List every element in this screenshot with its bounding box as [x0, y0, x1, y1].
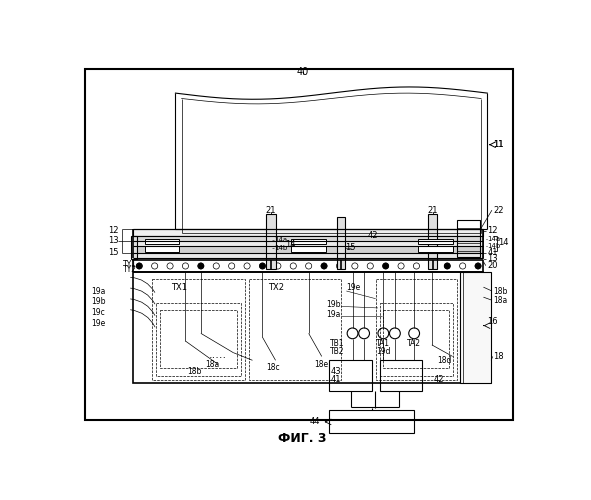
Text: .....: .....: [209, 350, 227, 360]
Text: TB1: TB1: [330, 339, 345, 348]
Circle shape: [383, 264, 388, 268]
Text: 18c: 18c: [267, 364, 280, 372]
Circle shape: [198, 264, 203, 268]
Bar: [418, 238, 453, 244]
Text: 19e: 19e: [91, 319, 105, 328]
Bar: [145, 238, 179, 244]
Text: TX1: TX1: [171, 282, 187, 292]
Circle shape: [260, 264, 265, 268]
Bar: [337, 217, 345, 270]
Text: 19b: 19b: [326, 300, 341, 310]
Bar: [376, 280, 456, 380]
Bar: [145, 246, 179, 252]
Bar: [329, 360, 372, 391]
Text: 21: 21: [266, 206, 276, 214]
Bar: [133, 272, 483, 384]
Text: 18a: 18a: [493, 296, 508, 304]
Text: 18a: 18a: [204, 360, 219, 368]
Text: 11: 11: [493, 140, 504, 149]
Text: 12: 12: [108, 226, 118, 234]
Text: 19e: 19e: [346, 282, 361, 292]
Text: ФИГ. 3: ФИГ. 3: [278, 432, 327, 446]
Text: 14a: 14a: [488, 236, 501, 242]
Bar: [291, 238, 326, 244]
Text: 18b: 18b: [187, 368, 202, 376]
Text: 14a: 14a: [274, 237, 287, 243]
Circle shape: [137, 264, 142, 268]
Bar: [428, 214, 437, 270]
Text: 19c: 19c: [91, 308, 105, 317]
Text: 22: 22: [493, 206, 504, 214]
Bar: [133, 252, 483, 258]
Text: 42: 42: [433, 375, 444, 384]
Circle shape: [444, 264, 450, 268]
Bar: [133, 230, 483, 235]
Bar: [460, 272, 491, 384]
Bar: [133, 236, 483, 241]
Text: 14b: 14b: [488, 244, 501, 250]
Text: 18: 18: [493, 352, 504, 361]
Text: 15: 15: [345, 244, 355, 252]
Bar: [131, 236, 137, 258]
Text: 14: 14: [285, 240, 296, 248]
Text: 19d: 19d: [376, 346, 391, 356]
Bar: [133, 246, 483, 252]
Text: 13: 13: [108, 236, 118, 246]
Text: 18b: 18b: [493, 286, 508, 296]
Text: 21: 21: [427, 206, 438, 214]
Text: 43: 43: [330, 366, 341, 376]
Text: TA2: TA2: [407, 339, 421, 348]
Text: 19a: 19a: [327, 310, 341, 318]
Text: TY2: TY2: [123, 265, 137, 274]
Text: TX2: TX2: [268, 282, 284, 292]
Circle shape: [475, 264, 480, 268]
Bar: [379, 360, 422, 391]
Text: 19b: 19b: [91, 298, 105, 306]
Text: 42: 42: [368, 231, 378, 240]
Text: 40: 40: [296, 67, 309, 77]
Text: 14b: 14b: [274, 245, 287, 251]
Bar: [133, 241, 483, 246]
Bar: [156, 302, 241, 376]
Circle shape: [322, 264, 327, 268]
Bar: [329, 410, 414, 434]
Bar: [384, 310, 449, 368]
Bar: [456, 220, 480, 257]
Bar: [267, 214, 275, 270]
Bar: [160, 310, 237, 368]
Text: 14: 14: [498, 238, 509, 247]
Text: 41: 41: [330, 375, 341, 384]
Bar: [152, 280, 245, 380]
Text: 15: 15: [108, 248, 118, 257]
Text: 16: 16: [488, 318, 498, 326]
Text: 19a: 19a: [91, 286, 105, 296]
Bar: [291, 246, 326, 252]
Text: 44: 44: [310, 418, 320, 426]
Bar: [418, 246, 453, 252]
Text: TY1: TY1: [123, 260, 137, 268]
Text: 12: 12: [488, 226, 498, 235]
Text: 41: 41: [488, 248, 498, 257]
Text: 20: 20: [488, 261, 498, 270]
Bar: [379, 302, 453, 376]
Text: TB2: TB2: [330, 346, 345, 356]
Bar: [249, 280, 341, 380]
Text: 11: 11: [493, 140, 504, 149]
Text: 18e: 18e: [314, 360, 328, 368]
Text: 13: 13: [488, 254, 498, 263]
Text: TA1: TA1: [376, 339, 390, 348]
Text: 18d: 18d: [437, 356, 452, 365]
